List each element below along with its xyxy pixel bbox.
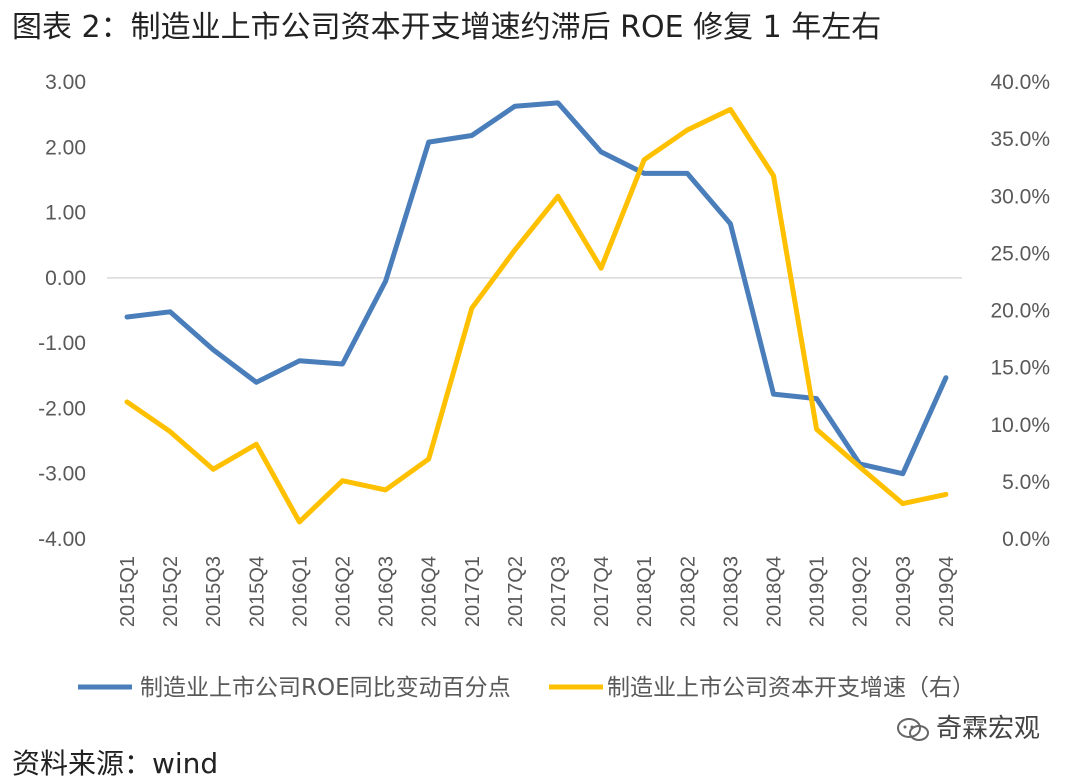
- right-tick-label: 10.0%: [990, 414, 1050, 437]
- series-lines: [124, 100, 949, 525]
- left-tick-label: -2.00: [38, 397, 86, 420]
- watermark-text: 奇霖宏观: [936, 714, 1041, 744]
- left-tick-label: 2.00: [45, 136, 86, 159]
- category-label: 2018Q1: [634, 556, 656, 627]
- source-note: 资料来源：wind: [12, 747, 219, 780]
- left-tick-label: 3.00: [45, 71, 86, 94]
- category-label: 2018Q2: [677, 556, 699, 627]
- figure-title: 图表 2：制造业上市公司资本开支增速约滞后 ROE 修复 1 年左右: [12, 10, 882, 45]
- watermark: 奇霖宏观: [896, 708, 1040, 745]
- category-label: 2017Q2: [505, 556, 527, 627]
- category-label: 2017Q4: [591, 556, 613, 627]
- left-tick-label: -1.00: [38, 332, 86, 355]
- right-tick-label: 35.0%: [990, 128, 1050, 151]
- right-tick-label: 25.0%: [990, 242, 1050, 265]
- legend: 制造业上市公司ROE同比变动百分点 制造业上市公司资本开支增速（右）: [78, 675, 975, 701]
- right-axis-ticks: 40.0% 35.0% 30.0% 25.0% 20.0% 15.0% 10.0% 5.0% 0…: [990, 71, 1050, 551]
- category-axis-labels: 2015Q1 2015Q2 2015Q3 2015Q4 2016Q1 2016Q2 2016…: [117, 556, 958, 627]
- left-tick-label: 1.00: [45, 202, 86, 225]
- right-tick-label: 40.0%: [990, 71, 1050, 94]
- left-tick-label: -3.00: [38, 463, 86, 486]
- series-line-roe: [124, 100, 949, 477]
- category-label: 2019Q3: [893, 556, 915, 627]
- right-tick-label: 15.0%: [990, 357, 1050, 380]
- category-label: 2016Q2: [333, 556, 355, 627]
- legend-label-capex: 制造业上市公司资本开支增速（右）: [607, 675, 975, 701]
- chat-bubble-icon: [897, 717, 929, 741]
- category-label: 2017Q3: [548, 556, 570, 627]
- category-label: 2016Q1: [289, 556, 311, 627]
- legend-label-roe: 制造业上市公司ROE同比变动百分点: [140, 675, 511, 701]
- left-axis-ticks: 3.00 2.00 1.00 0.00 -1.00 -2.00 -3.00 -4.00: [38, 71, 86, 551]
- category-label: 2015Q3: [203, 556, 225, 627]
- category-label: 2015Q4: [246, 556, 268, 627]
- category-label: 2019Q4: [936, 556, 958, 627]
- right-tick-label: 20.0%: [990, 300, 1050, 323]
- category-label: 2019Q2: [850, 556, 872, 627]
- category-label: 2015Q2: [160, 556, 182, 627]
- category-label: 2017Q1: [462, 556, 484, 627]
- category-label: 2016Q3: [376, 556, 398, 627]
- category-label: 2015Q1: [117, 556, 139, 627]
- category-label: 2016Q4: [419, 556, 441, 627]
- category-label: 2018Q3: [720, 556, 742, 627]
- right-tick-label: 0.0%: [1002, 528, 1050, 551]
- category-label: 2019Q1: [807, 556, 829, 627]
- right-tick-label: 5.0%: [1002, 471, 1050, 494]
- category-label: 2018Q4: [764, 556, 786, 627]
- right-tick-label: 30.0%: [990, 185, 1050, 208]
- left-tick-label: -4.00: [38, 528, 86, 551]
- left-tick-label: 0.00: [45, 267, 86, 290]
- series-line-capex: [124, 106, 949, 525]
